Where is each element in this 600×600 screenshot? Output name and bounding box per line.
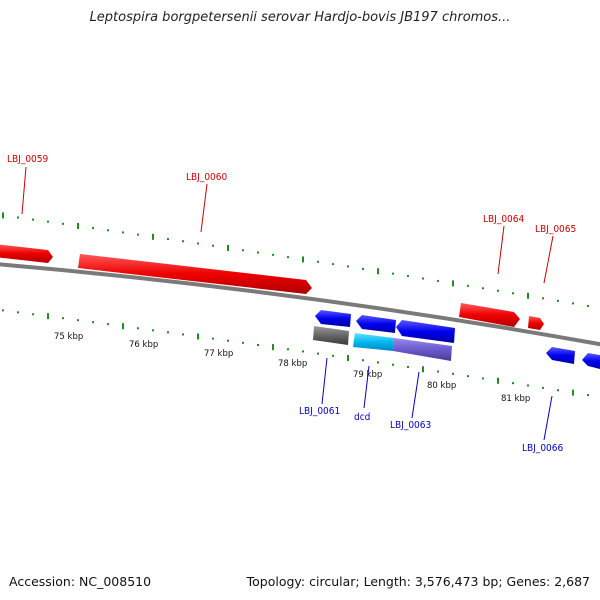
callout-lines (21, 166, 554, 441)
scale-label-78kbp: 78 kbp (278, 359, 307, 369)
inner-tick-row (2, 309, 589, 397)
scale-label-77kbp: 77 kbp (204, 349, 233, 359)
gene-feature-lbj-0060[interactable] (78, 254, 312, 294)
accession-text: Accession: NC_008510 (9, 574, 152, 589)
gene-feature-partial[interactable] (582, 353, 600, 370)
gene-label-lbj-0065[interactable]: LBJ_0065 (535, 224, 576, 235)
genome-backbone (0, 262, 600, 347)
gene-feature-lbj-0061[interactable] (315, 310, 351, 327)
gene-feature-lbj-0063[interactable] (396, 320, 455, 343)
map-title: Leptospira borgpetersenii serovar Hardjo… (89, 10, 511, 25)
outer-tick-row (2, 212, 589, 307)
scale-label-75kbp: 75 kbp (54, 332, 83, 342)
purple-feature[interactable] (393, 338, 452, 361)
gene-label-lbj-0066[interactable]: LBJ_0066 (522, 443, 563, 454)
scale-label-79kbp: 79 kbp (353, 370, 382, 380)
gene-feature-lbj-0066[interactable] (546, 347, 575, 364)
gene-label-dcd[interactable]: dcd (354, 412, 370, 423)
scale-label-81kbp: 81 kbp (501, 394, 530, 404)
gene-label-lbj-0064[interactable]: LBJ_0064 (483, 214, 524, 225)
gene-label-lbj-0061[interactable]: LBJ_0061 (299, 406, 340, 417)
gene-label-lbj-0063[interactable]: LBJ_0063 (390, 420, 431, 431)
scale-label-80kbp: 80 kbp (427, 381, 456, 391)
gene-feature-lbj-0064[interactable] (459, 303, 520, 327)
scale-label-76kbp: 76 kbp (129, 340, 158, 350)
summary-text: Topology: circular; Length: 3,576,473 bp… (246, 574, 590, 589)
gene-feature-lbj-0059[interactable] (0, 244, 53, 263)
gene-label-lbj-0060[interactable]: LBJ_0060 (186, 172, 227, 183)
cyan-feature[interactable] (353, 333, 394, 351)
gene-feature-dcd[interactable] (356, 315, 396, 333)
gray-feature[interactable] (313, 326, 349, 345)
gene-label-lbj-0059[interactable]: LBJ_0059 (7, 154, 48, 165)
gene-feature-lbj-0065[interactable] (528, 316, 544, 330)
